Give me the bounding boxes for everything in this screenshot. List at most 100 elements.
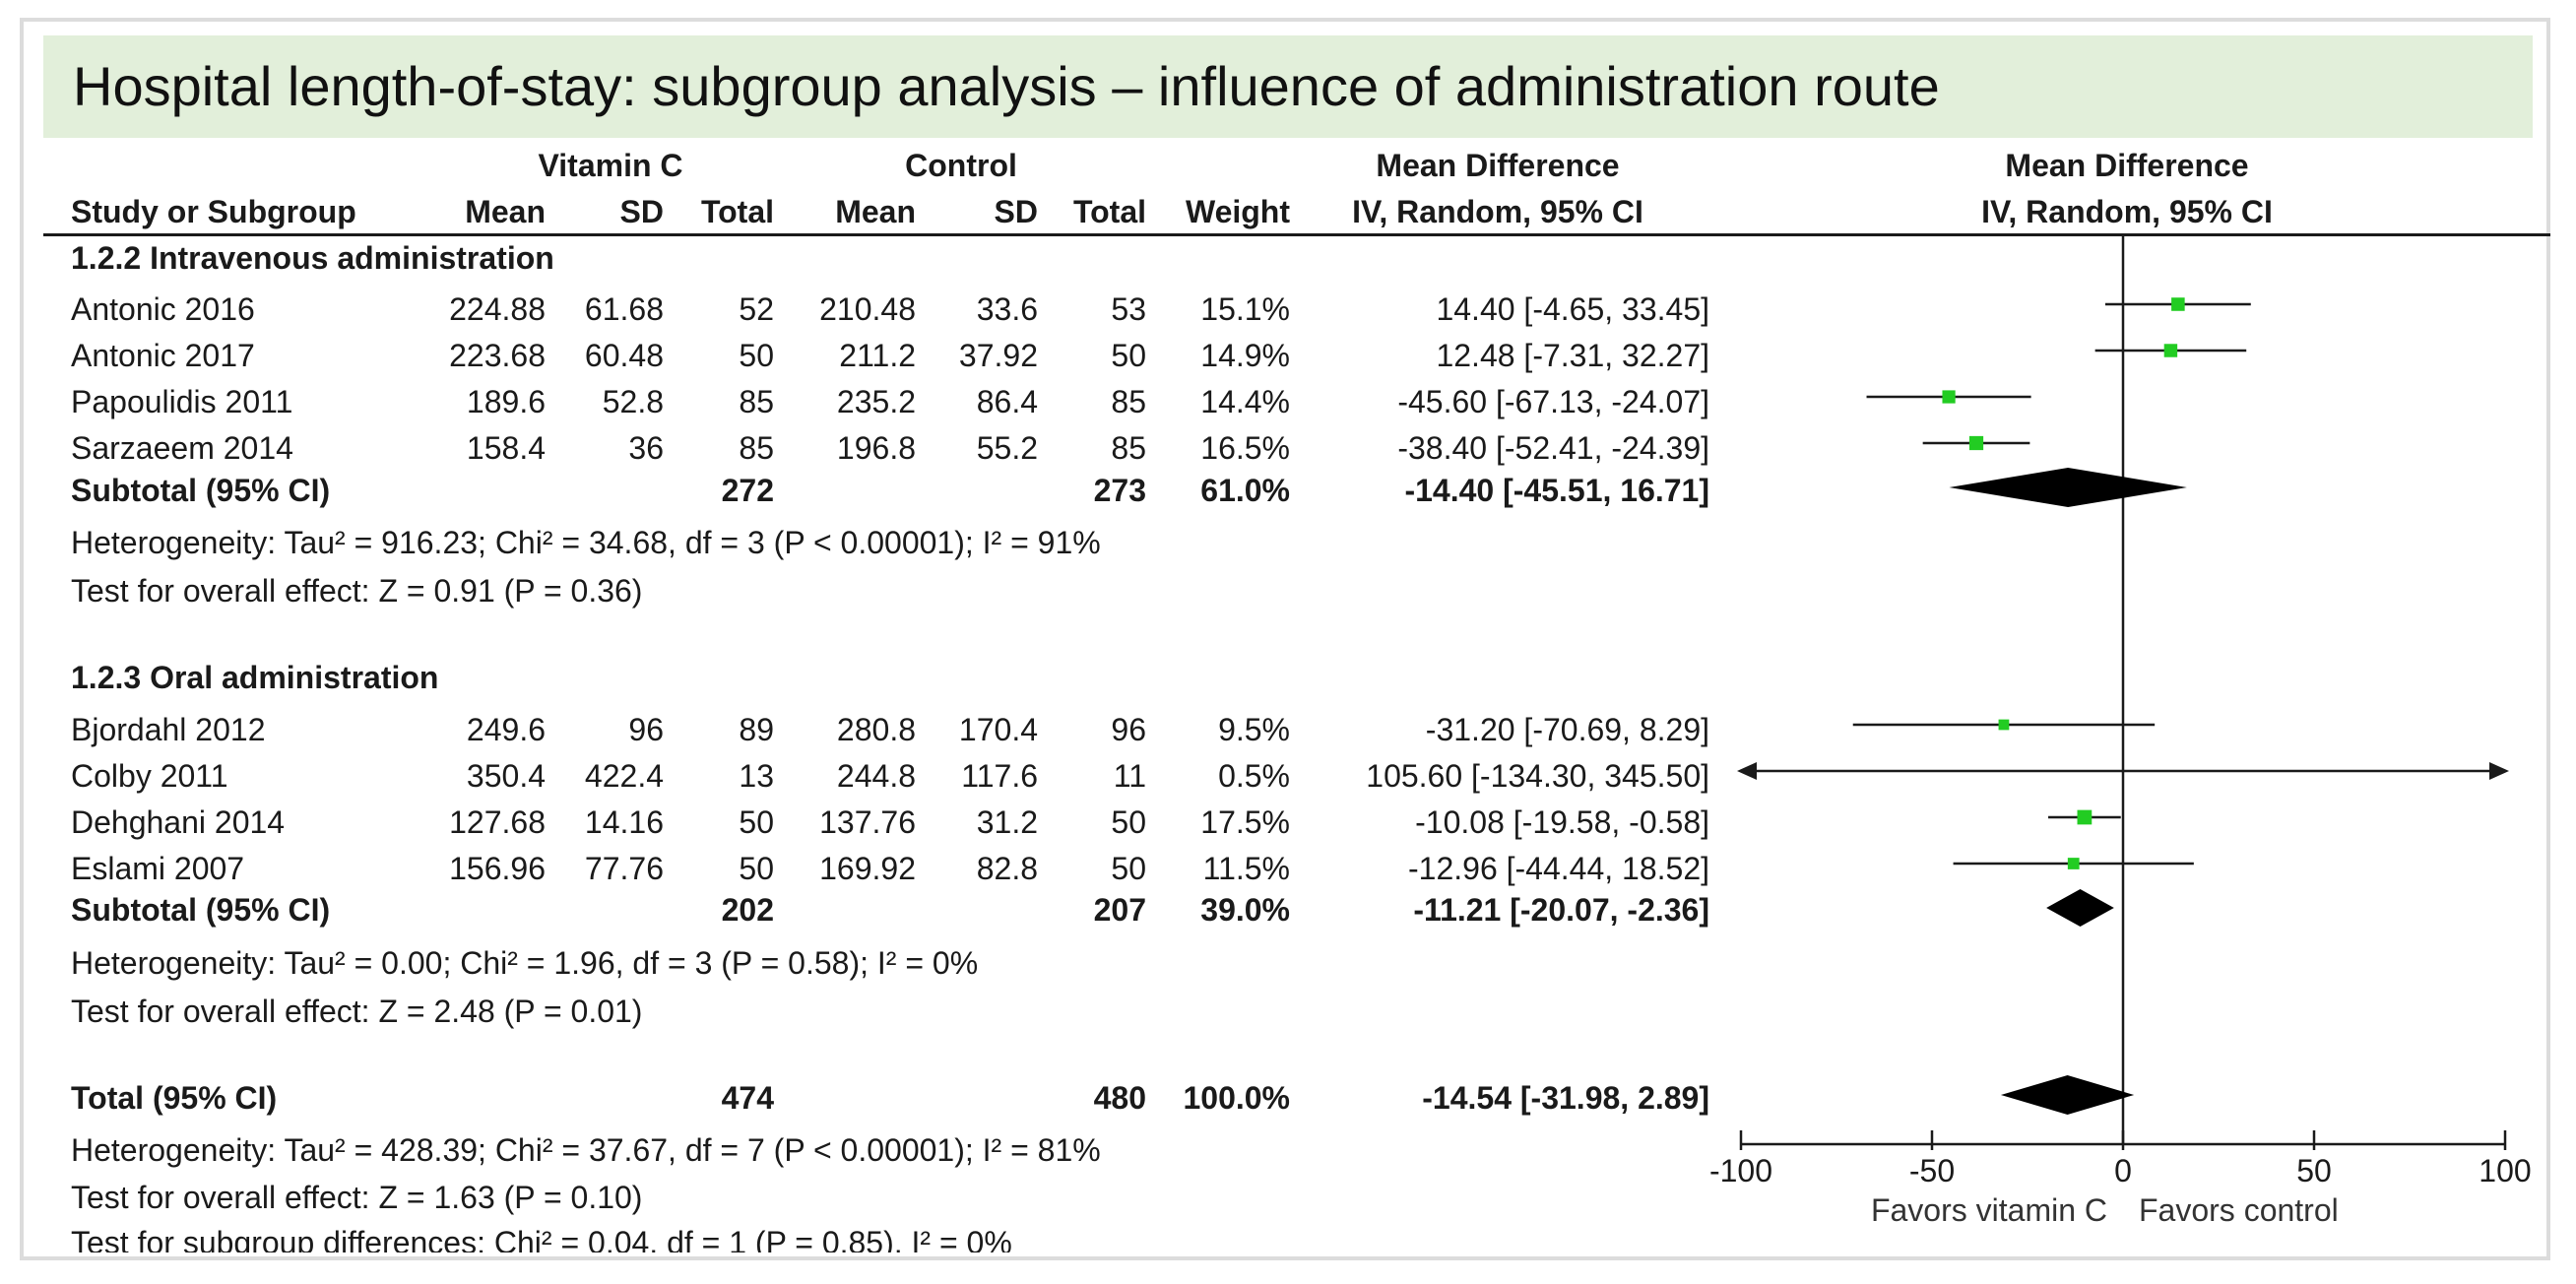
subtotal-weight: 61.0% <box>1200 473 1290 508</box>
summary-diamond <box>2000 1075 2135 1115</box>
total-ctrl: 53 <box>1111 291 1146 327</box>
mean-ctrl: 211.2 <box>839 338 916 373</box>
sd-ctrl: 33.6 <box>976 291 1038 327</box>
study-name: Dehghani 2014 <box>71 804 286 840</box>
mean-exp: 223.68 <box>449 338 546 373</box>
header-mean-ctrl: Mean <box>835 194 916 229</box>
subtotal-total-exp: 202 <box>721 892 774 928</box>
page-title: Hospital length-of-stay: subgroup analys… <box>73 55 1940 117</box>
ci-arrow-left <box>1737 762 1757 780</box>
subtotal-label: Subtotal (95% CI) <box>71 473 331 508</box>
header-sd-exp: SD <box>619 194 664 229</box>
study-marker <box>2077 809 2093 825</box>
md-ci: -31.20 [-70.69, 8.29] <box>1425 712 1709 747</box>
subtotal-label: Subtotal (95% CI) <box>71 892 331 928</box>
sd-ctrl: 86.4 <box>976 384 1038 419</box>
sd-ctrl: 37.92 <box>958 338 1038 373</box>
total-label: Total (95% CI) <box>71 1080 278 1116</box>
mean-ctrl: 137.76 <box>819 804 916 840</box>
total-ctrl: 50 <box>1111 804 1146 840</box>
sd-ctrl: 55.2 <box>976 430 1038 466</box>
x-tick-label: -100 <box>1709 1153 1772 1188</box>
header-study: Study or Subgroup <box>71 194 356 229</box>
heterogeneity-text: Heterogeneity: Tau² = 0.00; Chi² = 1.96,… <box>71 945 979 981</box>
weight: 16.5% <box>1200 430 1290 466</box>
weight: 15.1% <box>1200 291 1290 327</box>
x-tick-label: -50 <box>1909 1153 1955 1188</box>
total-heterogeneity-text: Heterogeneity: Tau² = 428.39; Chi² = 37.… <box>71 1132 1101 1168</box>
summary-diamond <box>2046 889 2114 927</box>
heterogeneity-text: Heterogeneity: Tau² = 916.23; Chi² = 34.… <box>71 525 1101 560</box>
sd-exp: 52.8 <box>602 384 664 419</box>
favors-right-label: Favors control <box>2139 1192 2339 1228</box>
header-total-ctrl: Total <box>1072 194 1146 229</box>
sd-ctrl: 170.4 <box>958 712 1038 747</box>
subgroup-label-iv: 1.2.2 Intravenous administration <box>71 240 554 276</box>
sd-exp: 96 <box>628 712 664 747</box>
title-bar <box>43 35 2533 138</box>
favors-left-label: Favors vitamin C <box>1871 1192 2107 1228</box>
md-ci: -38.40 [-52.41, -24.39] <box>1397 430 1709 466</box>
subtotal-weight: 39.0% <box>1200 892 1290 928</box>
mean-ctrl: 196.8 <box>836 430 916 466</box>
header-control: Control <box>905 148 1017 183</box>
total-ctrl: 11 <box>1113 758 1146 794</box>
total-ctrl: 50 <box>1111 338 1146 373</box>
header-md-table: Mean Difference <box>1376 148 1620 183</box>
header-md-plot-method: IV, Random, 95% CI <box>1981 194 2273 229</box>
md-ci: 14.40 [-4.65, 33.45] <box>1436 291 1709 327</box>
total-ctrl: 50 <box>1111 851 1146 886</box>
sd-ctrl: 82.8 <box>976 851 1038 886</box>
overall-effect-text: Test for overall effect: Z = 2.48 (P = 0… <box>71 994 643 1029</box>
sd-exp: 61.68 <box>584 291 664 327</box>
mean-exp: 158.4 <box>466 430 546 466</box>
header-total-exp: Total <box>700 194 774 229</box>
header-rule <box>43 233 2550 236</box>
md-ci: -45.60 [-67.13, -24.07] <box>1397 384 1709 419</box>
sd-exp: 14.16 <box>584 804 664 840</box>
total-exp: 89 <box>739 712 774 747</box>
study-name: Antonic 2017 <box>71 338 255 373</box>
md-ci: 12.48 [-7.31, 32.27] <box>1436 338 1709 373</box>
header-mean-exp: Mean <box>465 194 546 229</box>
x-tick-label: 0 <box>2114 1153 2132 1188</box>
total-ctrl: 85 <box>1111 430 1146 466</box>
total-exp: 85 <box>739 430 774 466</box>
weight: 0.5% <box>1218 758 1290 794</box>
study-marker <box>2163 344 2178 357</box>
total-total-exp: 474 <box>721 1080 774 1116</box>
study-name: Antonic 2016 <box>71 291 255 327</box>
ci-arrow-right <box>2489 762 2509 780</box>
header-vitamin-c: Vitamin C <box>538 148 683 183</box>
study-marker <box>1942 390 1956 404</box>
mean-ctrl: 235.2 <box>836 384 916 419</box>
x-tick-label: 50 <box>2296 1153 2332 1188</box>
mean-exp: 249.6 <box>466 712 546 747</box>
subgroup-label-oral: 1.2.3 Oral administration <box>71 660 439 695</box>
weight: 14.9% <box>1200 338 1290 373</box>
mean-ctrl: 244.8 <box>836 758 916 794</box>
weight: 9.5% <box>1218 712 1290 747</box>
header-md-plot: Mean Difference <box>2005 148 2249 183</box>
total-exp: 13 <box>739 758 774 794</box>
figure-frame <box>20 18 2550 1260</box>
weight: 14.4% <box>1200 384 1290 419</box>
sd-exp: 36 <box>628 430 664 466</box>
subtotal-ci: -14.40 [-45.51, 16.71] <box>1404 473 1709 508</box>
subtotal-total-ctrl: 273 <box>1093 473 1146 508</box>
summary-diamond <box>1949 468 2187 507</box>
sd-exp: 77.76 <box>584 851 664 886</box>
mean-ctrl: 169.92 <box>819 851 916 886</box>
sd-exp: 422.4 <box>584 758 664 794</box>
weight: 11.5% <box>1202 851 1290 886</box>
total-total-ctrl: 480 <box>1093 1080 1146 1116</box>
study-name: Sarzaeem 2014 <box>71 430 293 466</box>
header-sd-ctrl: SD <box>994 194 1038 229</box>
md-ci: 105.60 [-134.30, 345.50] <box>1366 758 1709 794</box>
mean-exp: 127.68 <box>449 804 546 840</box>
total-exp: 85 <box>739 384 774 419</box>
study-marker <box>2067 858 2080 869</box>
subtotal-total-exp: 272 <box>721 473 774 508</box>
total-ctrl: 96 <box>1111 712 1146 747</box>
